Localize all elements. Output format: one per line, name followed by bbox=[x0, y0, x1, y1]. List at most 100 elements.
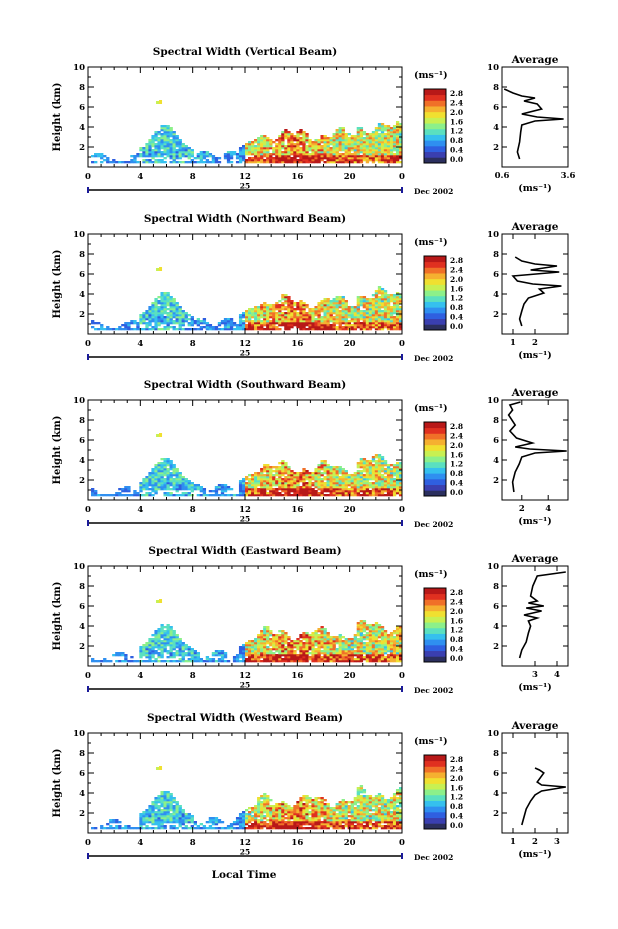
avg-y-tick: 8 bbox=[493, 83, 499, 93]
x-tick-label: 8 bbox=[190, 172, 196, 182]
colorbar-tick: 1.6 bbox=[450, 783, 463, 792]
colorbar-tick: 1.2 bbox=[450, 294, 463, 303]
colorbar-tick: 2.4 bbox=[450, 98, 463, 107]
average-unit: (ms⁻¹) bbox=[518, 849, 552, 860]
colorbar-tick: 1.2 bbox=[450, 460, 463, 469]
avg-x-tick: 3 bbox=[554, 837, 560, 847]
average-unit: (ms⁻¹) bbox=[518, 516, 552, 527]
x-tick-label: 20 bbox=[344, 172, 356, 182]
y-tick-label: 8 bbox=[79, 250, 85, 260]
colorbar-unit: (ms⁻¹) bbox=[414, 569, 448, 580]
colorbar-unit: (ms⁻¹) bbox=[414, 736, 448, 747]
colorbar-tick: 2.0 bbox=[450, 441, 463, 450]
colorbar-tick: 1.2 bbox=[450, 626, 463, 635]
x-tick-label: 16 bbox=[291, 172, 303, 182]
heatmap-cells bbox=[91, 433, 403, 497]
x-tick-label: 0 bbox=[85, 838, 91, 848]
colorbar-tick: 0.0 bbox=[450, 821, 463, 830]
y-tick-label: 4 bbox=[79, 789, 85, 799]
month-label: Dec 2002 bbox=[414, 354, 453, 363]
average-profile-line bbox=[511, 256, 562, 327]
colorbar: (ms⁻¹)2.82.42.01.61.20.80.40.0 bbox=[414, 237, 463, 331]
heatmap-title: Spectral Width (Eastward Beam) bbox=[148, 545, 341, 557]
heatmap-title: Spectral Width (Northward Beam) bbox=[144, 213, 346, 225]
avg-x-tick: 1 bbox=[510, 338, 516, 348]
x-tick-label: 0 bbox=[399, 505, 405, 515]
avg-y-tick: 4 bbox=[493, 622, 499, 632]
colorbar-tick: 1.2 bbox=[450, 127, 463, 136]
avg-x-tick: 1 bbox=[510, 837, 516, 847]
average-profile-line bbox=[521, 767, 566, 826]
avg-y-tick: 6 bbox=[493, 602, 499, 612]
colorbar-tick: 0.4 bbox=[450, 645, 463, 654]
x-tick-label: 20 bbox=[344, 838, 356, 848]
avg-y-tick: 10 bbox=[487, 729, 499, 739]
avg-x-tick: 2 bbox=[532, 837, 538, 847]
day-label: 25 bbox=[240, 681, 250, 690]
average-frame bbox=[501, 732, 569, 834]
x-tick-label: 0 bbox=[399, 339, 405, 349]
y-tick-label: 2 bbox=[79, 809, 85, 819]
avg-y-tick: 10 bbox=[487, 230, 499, 240]
x-tick-label: 16 bbox=[291, 339, 303, 349]
y-tick-label: 6 bbox=[79, 602, 85, 612]
colorbar-tick: 1.6 bbox=[450, 284, 463, 293]
y-tick-label: 6 bbox=[79, 769, 85, 779]
heatmap-cells bbox=[91, 100, 403, 164]
x-tick-label: 12 bbox=[239, 838, 251, 848]
x-tick-label: 8 bbox=[190, 838, 196, 848]
colorbar-tick: 2.4 bbox=[450, 597, 463, 606]
average-profile-line bbox=[518, 571, 566, 659]
y-tick-label: 4 bbox=[79, 290, 85, 300]
colorbar-tick: 0.8 bbox=[450, 635, 463, 644]
y-tick-label: 10 bbox=[73, 729, 85, 739]
colorbar-tick: 1.6 bbox=[450, 117, 463, 126]
x-tick-label: 16 bbox=[291, 838, 303, 848]
colorbar-tick: 2.8 bbox=[450, 755, 463, 764]
y-tick-label: 10 bbox=[73, 562, 85, 572]
heatmap-cells bbox=[91, 267, 403, 331]
month-label: Dec 2002 bbox=[414, 187, 453, 196]
colorbar-tick: 2.8 bbox=[450, 588, 463, 597]
x-tick-label: 0 bbox=[399, 172, 405, 182]
x-tick-label: 0 bbox=[85, 671, 91, 681]
colorbar-tick: 0.8 bbox=[450, 303, 463, 312]
avg-x-tick: 3.6 bbox=[561, 171, 576, 181]
colorbar: (ms⁻¹)2.82.42.01.61.20.80.40.0 bbox=[414, 569, 463, 663]
colorbar-tick: 0.4 bbox=[450, 313, 463, 322]
y-tick-label: 4 bbox=[79, 123, 85, 133]
average-unit: (ms⁻¹) bbox=[518, 350, 552, 361]
month-label: Dec 2002 bbox=[414, 853, 453, 862]
colorbar-tick: 0.0 bbox=[450, 654, 463, 663]
x-tick-label: 8 bbox=[190, 671, 196, 681]
avg-y-tick: 4 bbox=[493, 789, 499, 799]
month-label: Dec 2002 bbox=[414, 520, 453, 529]
average-title: Average bbox=[511, 387, 559, 399]
heatmap-title: Spectral Width (Westward Beam) bbox=[147, 712, 343, 724]
avg-y-tick: 4 bbox=[493, 290, 499, 300]
y-tick-label: 8 bbox=[79, 582, 85, 592]
colorbar-tick: 0.4 bbox=[450, 479, 463, 488]
average-unit: (ms⁻¹) bbox=[518, 183, 552, 194]
avg-y-tick: 2 bbox=[493, 310, 499, 320]
y-tick-label: 10 bbox=[73, 396, 85, 406]
x-tick-label: 0 bbox=[399, 838, 405, 848]
avg-y-tick: 8 bbox=[493, 416, 499, 426]
colorbar-tick: 0.4 bbox=[450, 146, 463, 155]
avg-y-tick: 10 bbox=[487, 562, 499, 572]
panel-1: Spectral Width (Vertical Beam) 2 4 6 8 10 0 4 8 1… bbox=[52, 46, 575, 196]
panel-3: Spectral Width (Southward Beam) 2 4 6 8 10 0 4 8… bbox=[52, 379, 569, 529]
avg-x-tick: 4 bbox=[554, 670, 560, 680]
colorbar-tick: 2.8 bbox=[450, 256, 463, 265]
day-label: 25 bbox=[240, 349, 250, 358]
y-tick-label: 8 bbox=[79, 749, 85, 759]
y-axis-label: Height (km) bbox=[52, 250, 63, 319]
avg-y-tick: 10 bbox=[487, 63, 499, 73]
y-tick-label: 10 bbox=[73, 63, 85, 73]
colorbar: (ms⁻¹)2.82.42.01.61.20.80.40.0 bbox=[414, 70, 463, 164]
average-title: Average bbox=[511, 720, 559, 732]
y-tick-label: 8 bbox=[79, 83, 85, 93]
